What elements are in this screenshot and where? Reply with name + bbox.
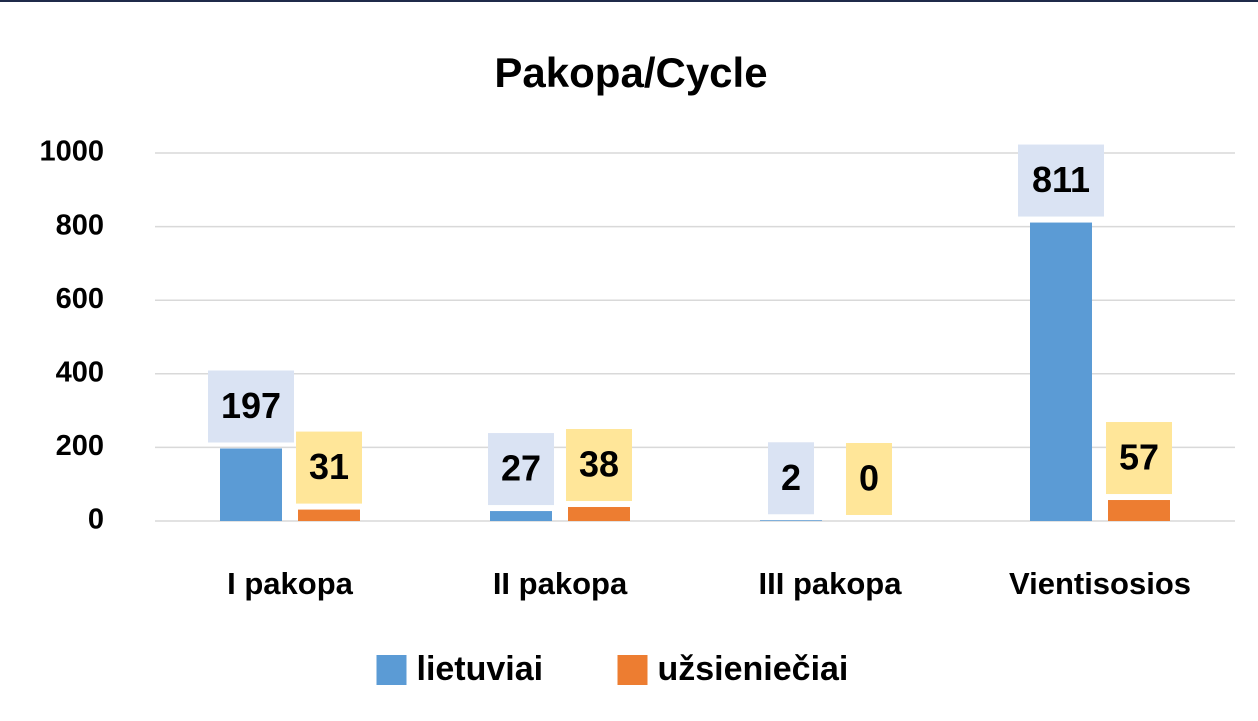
bar [1108,500,1170,521]
y-tick-label: 600 [56,283,104,315]
data-label: 38 [579,444,619,485]
y-tick-label: 200 [56,430,104,462]
y-tick-label: 0 [88,504,104,536]
data-label: 2 [781,457,801,498]
data-label-bg [488,433,554,506]
x-tick-label: I pakopa [227,566,354,601]
data-label: 811 [1032,159,1090,200]
data-label-bg [1106,422,1172,495]
data-label: 57 [1119,437,1159,478]
x-tick-label: II pakopa [493,566,628,601]
bar [220,448,282,521]
data-label: 0 [859,458,879,499]
bar [568,507,630,521]
data-label-bg [846,443,892,515]
data-label: 197 [221,385,281,426]
chart-title: Pakopa/Cycle [494,49,767,96]
data-label-bg [566,429,632,502]
x-tick-label: III pakopa [759,566,903,601]
data-label: 31 [309,446,349,487]
data-label-bg [1018,144,1104,217]
data-label-bg [296,431,362,504]
data-label-bg [768,442,814,515]
x-tick-label: Vientisosios [1009,566,1191,601]
y-tick-label: 400 [56,356,104,388]
data-label-bg [208,370,294,443]
legend-label: lietuviai [417,650,544,688]
bar [490,511,552,521]
legend-swatch [376,655,407,685]
legend-label: užsieniečiai [658,650,849,688]
y-tick-label: 1000 [39,136,104,168]
legend-swatch [617,655,648,685]
bar [760,520,822,521]
y-tick-label: 800 [56,209,104,241]
bar [298,509,360,521]
bar [1030,222,1092,521]
data-label: 27 [501,448,541,489]
